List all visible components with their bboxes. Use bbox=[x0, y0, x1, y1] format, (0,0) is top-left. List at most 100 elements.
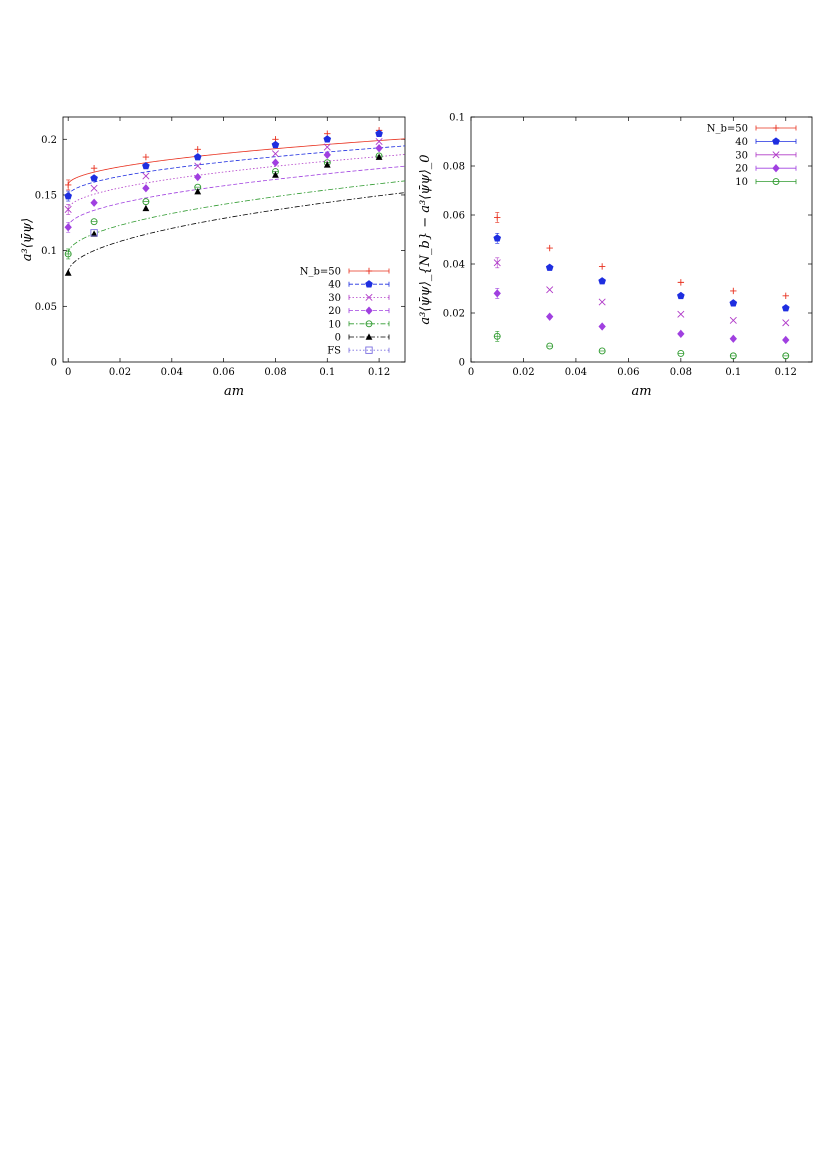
fit-curve-50 bbox=[67, 138, 406, 185]
data-point-20 bbox=[323, 150, 331, 160]
y-tick-label: 0.1 bbox=[41, 246, 57, 257]
y-axis-label: a³⟨ψ̄ψ⟩ bbox=[20, 218, 35, 262]
y-tick-label: 0.15 bbox=[35, 190, 57, 201]
data-point-50 bbox=[730, 287, 737, 295]
data-point-20 bbox=[142, 184, 150, 193]
data-point-30 bbox=[493, 259, 501, 267]
x-tick-label: 0 bbox=[65, 367, 71, 378]
legend-cap-50 bbox=[348, 268, 390, 274]
data-point-40 bbox=[729, 299, 738, 307]
data-point-30 bbox=[598, 298, 606, 306]
data-point-20 bbox=[271, 158, 280, 167]
data-point-50 bbox=[90, 165, 98, 172]
y-tick-label: 0.05 bbox=[35, 302, 57, 313]
data-point-40 bbox=[598, 277, 606, 285]
x-tick-label: 0.08 bbox=[670, 367, 692, 378]
data-point-0 bbox=[272, 171, 279, 178]
legend-marker-0 bbox=[365, 333, 373, 340]
left-chart: 0 0.02 0.04 0.06 0.08 0.1 0.12 0 0.05 0.1 0.15 0.2 a… bbox=[20, 116, 406, 399]
data-point-30 bbox=[677, 310, 685, 318]
data-point-50 bbox=[598, 263, 606, 270]
data-point-30 bbox=[64, 205, 72, 213]
data-point-50 bbox=[782, 292, 789, 300]
legend-label-30: 30 bbox=[328, 293, 341, 304]
data-point-30 bbox=[194, 162, 202, 170]
data-point-40 bbox=[375, 129, 383, 137]
x-tick-label: 0 bbox=[468, 367, 474, 378]
legend-label-20: 20 bbox=[328, 306, 341, 317]
fit-curve-0 bbox=[67, 192, 406, 273]
figure: 0 0.02 0.04 0.06 0.08 0.1 0.12 0 0.05 0.1 0.15 0.2 a… bbox=[20, 113, 813, 399]
legend-cap-10 bbox=[755, 179, 797, 185]
legend-marker-20 bbox=[365, 306, 373, 315]
legend-marker-40 bbox=[365, 280, 373, 288]
legend-marker-40 bbox=[772, 137, 780, 145]
plot-frame bbox=[62, 116, 406, 363]
legend-cap-0 bbox=[348, 334, 390, 340]
data-point-0 bbox=[323, 161, 331, 168]
data-point-0 bbox=[64, 269, 72, 276]
y-tick-label: 0.1 bbox=[449, 113, 465, 124]
x-tick-label: 0.02 bbox=[109, 367, 131, 378]
data-point-20 bbox=[677, 329, 685, 338]
legend-label-50: N_b=50 bbox=[707, 124, 748, 135]
fit-curve-30 bbox=[67, 154, 406, 210]
legend-label-10: 10 bbox=[328, 319, 341, 330]
x-tick-label: 0.02 bbox=[512, 367, 534, 378]
legend-cap-30 bbox=[755, 152, 797, 158]
legend-cap-50 bbox=[755, 125, 797, 131]
data-point-40 bbox=[271, 140, 280, 149]
data-point-30 bbox=[782, 319, 790, 327]
x-tick-label: 0.04 bbox=[565, 367, 587, 378]
data-point-40 bbox=[193, 153, 202, 161]
x-tick-label: 0.06 bbox=[213, 367, 235, 378]
data-point-30 bbox=[271, 150, 279, 158]
legend-cap-10 bbox=[348, 321, 390, 327]
data-point-50 bbox=[494, 214, 501, 221]
data-point-20 bbox=[598, 322, 606, 331]
legend-cap-FS bbox=[348, 347, 390, 353]
legend-label-10: 10 bbox=[735, 177, 748, 188]
data-point-40 bbox=[323, 135, 332, 143]
data-point-20 bbox=[729, 334, 737, 343]
fit-curve-20 bbox=[67, 165, 406, 228]
data-point-50 bbox=[546, 244, 553, 252]
y-tick-label: 0.08 bbox=[443, 162, 465, 173]
legend-cap-20 bbox=[755, 165, 797, 171]
data-point-20 bbox=[493, 289, 501, 298]
data-point-0 bbox=[375, 153, 383, 160]
data-point-20 bbox=[64, 223, 72, 232]
data-point-40 bbox=[781, 304, 790, 312]
legend-cap-40 bbox=[348, 281, 390, 287]
data-point-30 bbox=[323, 143, 331, 151]
fit-curve-10 bbox=[67, 180, 406, 254]
x-tick-label: 0.12 bbox=[775, 367, 797, 378]
data-point-50 bbox=[64, 181, 72, 189]
x-tick-label: 0.12 bbox=[368, 367, 390, 378]
data-point-20 bbox=[782, 335, 790, 345]
legend-cap-20 bbox=[348, 308, 390, 314]
data-point-20 bbox=[546, 312, 554, 321]
y-tick-label: 0 bbox=[459, 358, 465, 369]
data-point-30 bbox=[729, 316, 737, 324]
data-point-40 bbox=[493, 234, 502, 242]
y-tick-label: 0 bbox=[51, 358, 57, 369]
x-tick-label: 0.04 bbox=[161, 367, 183, 378]
data-point-50 bbox=[194, 146, 201, 153]
legend-cap-40 bbox=[755, 138, 797, 144]
data-point-0 bbox=[194, 188, 202, 195]
data-point-30 bbox=[375, 137, 383, 146]
data-point-30 bbox=[90, 184, 98, 192]
plot-frame bbox=[470, 116, 813, 363]
fit-curve-40 bbox=[67, 145, 406, 197]
data-point-20 bbox=[375, 144, 383, 153]
data-point-30 bbox=[546, 286, 554, 294]
right-chart: 0 0.02 0.04 0.06 0.08 0.1 0.1200.020.040.060.0… bbox=[418, 113, 813, 399]
data-point-FS bbox=[90, 229, 98, 237]
y-tick-label: 0.2 bbox=[41, 135, 57, 146]
x-axis-label: am bbox=[224, 384, 244, 399]
x-tick-label: 0.06 bbox=[617, 367, 639, 378]
x-tick-label: 0.08 bbox=[264, 367, 286, 378]
legend-label-20: 20 bbox=[735, 164, 748, 175]
legend-marker-50 bbox=[365, 267, 373, 275]
